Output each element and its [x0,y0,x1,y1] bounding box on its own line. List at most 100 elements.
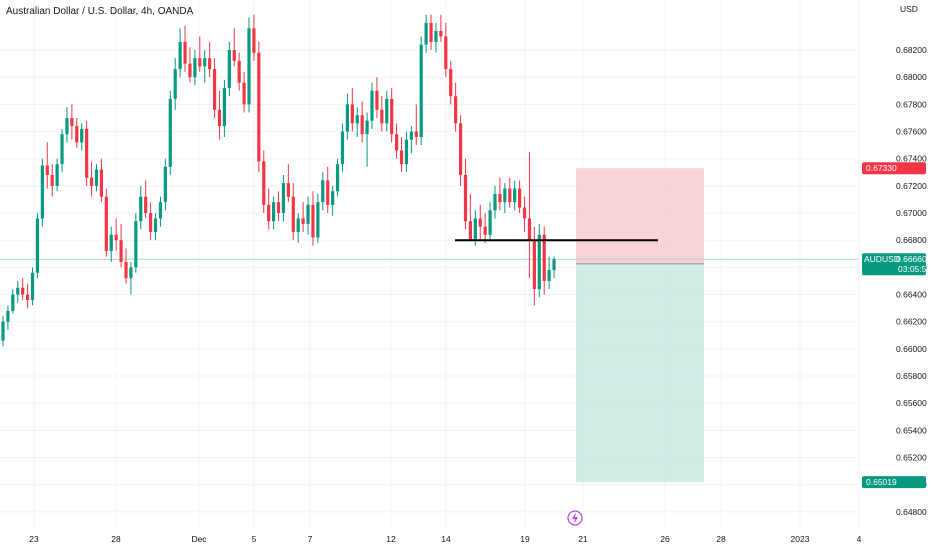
candle-body [306,204,310,224]
take-profit-zone[interactable] [576,263,704,483]
candle-body [227,50,231,89]
candle-body [252,28,256,53]
candle-body [537,234,541,290]
candle-body [119,240,123,262]
candle-body [153,218,158,233]
candle-body [340,131,345,165]
target-price-tag-text: 0.65019 [866,477,897,487]
y-tick-label: 0.67000 [896,208,927,218]
candle-body [188,63,192,78]
candle-body [458,123,463,175]
y-tick-label: 0.65200 [896,453,927,463]
candle-body [483,226,487,235]
y-tick-label: 0.65600 [896,398,927,408]
candle-body [355,115,359,124]
stop-loss-zone[interactable] [576,168,704,264]
y-tick-label: 0.65800 [896,371,927,381]
candle-body [272,202,276,222]
candle-body [335,164,340,192]
candle-body [301,218,305,224]
x-tick-label: 12 [386,534,396,544]
y-tick-label: 0.65400 [896,425,927,435]
candle-body [193,58,197,78]
chart-title: Australian Dollar / U.S. Dollar, 4h, OAN… [6,6,194,17]
candle-body [370,90,374,121]
symbol-label: AUDUSD [864,254,900,264]
candle-body [35,218,40,273]
candle-body [404,139,409,165]
y-tick-label: 0.67400 [896,154,927,164]
candle-body [208,58,212,70]
candle-body [203,58,207,67]
y-tick-label: 0.67800 [896,99,927,109]
candle-body [26,294,30,300]
y-tick-label: 0.66200 [896,317,927,327]
y-tick-label: 0.68200 [896,45,927,55]
candle-body [247,28,251,105]
candle-body [527,218,532,241]
y-tick-label: 0.66000 [896,344,927,354]
candle-body [16,287,20,295]
candle-body [149,213,153,233]
candle-body [276,202,281,214]
candle-body [85,128,89,178]
candle-body [158,202,163,219]
y-tick-label: 0.68000 [896,72,927,82]
candle-body [60,134,64,165]
current-price-tag [862,253,926,276]
candle-body [109,234,113,252]
y-tick-label: 0.66400 [896,290,927,300]
candle-body [257,52,261,162]
x-tick-label: 14 [441,534,451,544]
candle-body [385,98,389,124]
candle-body [414,131,418,137]
candle-body [449,69,453,97]
candle-body [104,196,108,252]
lightning-icon [572,512,578,524]
candle-body [40,165,44,219]
candle-body [552,259,556,271]
candle-body [444,36,448,70]
candle-body [129,267,133,279]
candle-body [547,270,551,281]
candle-body [163,166,167,203]
y-tick-label: 0.64800 [896,507,927,517]
candle-body [134,221,138,268]
candle-body [124,261,128,279]
candle-body [99,169,103,197]
candle-body [522,207,527,219]
x-tick-label: Dec [191,534,207,544]
candle-body [493,194,497,211]
candle-body [331,191,335,205]
currency-label: USD [900,4,918,14]
candle-body [454,96,458,124]
candle-body [488,210,492,235]
x-tick-label: 28 [111,534,121,544]
x-tick-label: 7 [308,534,313,544]
candle-body [513,188,517,203]
x-tick-label: 19 [520,534,530,544]
x-tick-label: 23 [29,534,39,544]
stop-price-tag-text: 0.67330 [866,163,897,173]
candle-body [114,234,118,241]
candle-body [286,183,290,197]
x-tick-label: 5 [252,534,257,544]
candle-body [178,41,182,70]
x-tick-label: 28 [716,534,726,544]
candle-body [478,218,482,227]
candle-body [144,196,148,214]
candle-body [321,180,325,203]
candle-body [65,117,69,135]
candle-body [183,41,187,64]
candle-body [217,109,222,127]
candle-body [139,196,143,222]
y-tick-label: 0.67600 [896,127,927,137]
candle-body [365,120,369,135]
candle-body [424,22,428,45]
candle-body [399,150,404,165]
candle-body [508,188,512,203]
candle-body [429,22,433,42]
current-price-text: 0.66660 [896,254,927,264]
candle-body [267,204,271,222]
